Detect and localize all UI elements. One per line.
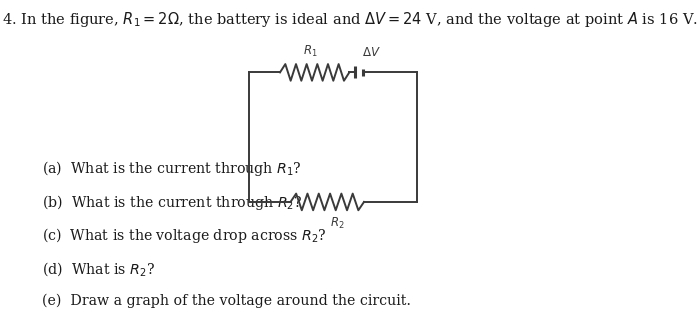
Text: (a)  What is the current through $R_1$?: (a) What is the current through $R_1$? (42, 160, 302, 179)
Text: $\Delta V$: $\Delta V$ (362, 47, 381, 59)
Text: (b)  What is the current through $R_2$?: (b) What is the current through $R_2$? (42, 193, 302, 212)
Text: (e)  Draw a graph of the voltage around the circuit.: (e) Draw a graph of the voltage around t… (42, 293, 411, 308)
Text: (c)  What is the voltage drop across $R_2$?: (c) What is the voltage drop across $R_2… (42, 226, 327, 246)
Text: $R_1$: $R_1$ (303, 44, 318, 59)
Text: 4. In the figure, $R_1 = 2\Omega$, the battery is ideal and $\Delta V = 24$ V, a: 4. In the figure, $R_1 = 2\Omega$, the b… (2, 10, 698, 29)
Text: (d)  What is $R_2$?: (d) What is $R_2$? (42, 260, 155, 278)
Text: $R_2$: $R_2$ (330, 216, 345, 231)
